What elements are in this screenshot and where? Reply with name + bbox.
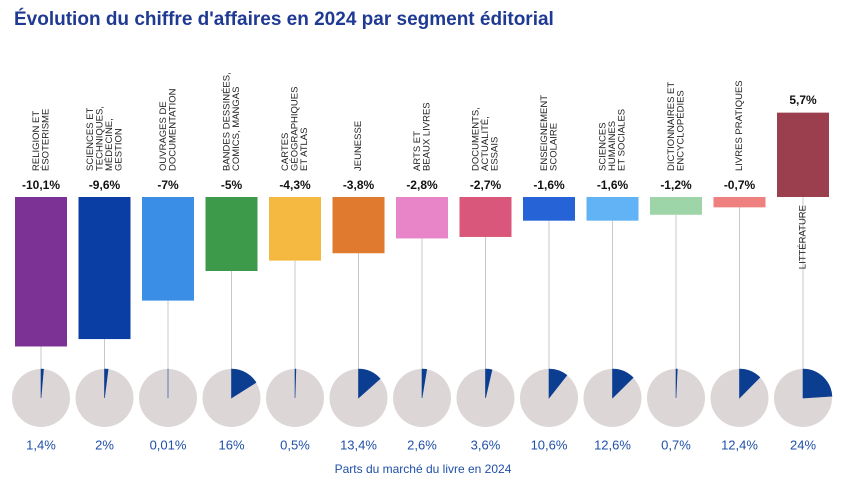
- value-label: -2,7%: [470, 178, 502, 192]
- category-label: ARTS ET: [412, 131, 423, 171]
- category-label: LIVRES PRATIQUES: [734, 80, 745, 171]
- bar: [332, 197, 385, 254]
- share-label: 12,6%: [594, 437, 631, 452]
- value-label: -0,7%: [724, 178, 756, 192]
- value-label: -5%: [221, 178, 243, 192]
- category-label: RELIGION ET: [31, 111, 42, 171]
- share-label: 0,5%: [280, 437, 310, 452]
- bar: [459, 197, 512, 237]
- bar: [269, 197, 321, 261]
- category-label: BEAUX LIVRES: [421, 102, 432, 171]
- pie-slice: [548, 368, 568, 399]
- share-label: 1,4%: [26, 437, 56, 452]
- share-label: 16%: [218, 437, 244, 452]
- category-label: DOCUMENTATION: [167, 88, 178, 171]
- value-label: -10,1%: [22, 178, 60, 192]
- category-label: TECHNIQUES,: [94, 106, 105, 171]
- value-label: 5,7%: [789, 93, 817, 107]
- category-label: HUMAINES: [607, 121, 618, 171]
- pie-slice: [231, 368, 257, 399]
- category-label: LITTÉRATURE: [798, 205, 809, 269]
- category-label: COMICS, MANGAS: [231, 87, 242, 171]
- share-label: 24%: [790, 437, 816, 452]
- category-label: DICTIONNAIRES ET: [666, 82, 677, 171]
- share-label: 13,4%: [340, 437, 377, 452]
- pie-slice: [421, 368, 428, 399]
- bar: [15, 197, 67, 347]
- category-label: GESTION: [113, 128, 124, 171]
- value-label: -1,6%: [597, 178, 629, 192]
- category-label: ET ATLAS: [299, 128, 310, 171]
- category-label: BANDES DESSINÉES,: [221, 72, 232, 171]
- category-label: SCOLAIRE: [548, 123, 559, 171]
- category-label: CARTES: [280, 133, 291, 171]
- pie-slice: [739, 368, 761, 399]
- bar: [205, 197, 258, 271]
- category-label: JEUNESSE: [353, 121, 364, 171]
- share-label: 10,6%: [531, 437, 568, 452]
- bar: [650, 197, 702, 215]
- pie-slice: [294, 368, 297, 399]
- category-label: SCIENCES: [598, 122, 609, 171]
- pie-slice: [485, 368, 493, 399]
- category-label: GÉOGRAPHIQUES: [290, 87, 301, 171]
- category-label: ESSAIS: [490, 137, 501, 171]
- share-label: 2%: [95, 437, 114, 452]
- pie-slice: [612, 368, 634, 399]
- bar: [777, 112, 829, 197]
- share-label: 0,7%: [661, 437, 691, 452]
- share-label: 2,6%: [407, 437, 437, 452]
- category-label: OUVRAGES DE: [158, 101, 169, 171]
- pie-slice: [40, 368, 44, 399]
- category-label: ET SOCIALES: [617, 109, 628, 171]
- value-label: -3,8%: [343, 178, 375, 192]
- shares-caption: Parts du marché du livre en 2024: [335, 462, 512, 476]
- value-label: -9,6%: [89, 178, 121, 192]
- category-label: MÉDECINE,: [104, 118, 115, 171]
- bar: [586, 197, 639, 221]
- bar: [78, 197, 131, 340]
- share-label: 0,01%: [150, 437, 187, 452]
- share-label: 12,4%: [721, 437, 758, 452]
- bar: [396, 197, 448, 239]
- value-label: -1,2%: [660, 178, 692, 192]
- category-label: ÉSOTERISME: [40, 109, 51, 171]
- category-label: DOCUMENTS,: [471, 107, 482, 171]
- value-label: -4,3%: [279, 178, 311, 192]
- category-label: SCIENCES ET: [85, 107, 96, 171]
- bar: [142, 197, 194, 301]
- pie-slice: [104, 368, 109, 399]
- category-label: ACTUALITÉ,: [480, 116, 491, 171]
- bar: [713, 197, 766, 208]
- bar: [523, 197, 575, 221]
- pie-slice: [802, 368, 833, 399]
- pie-slice: [675, 368, 678, 399]
- pie-slice: [358, 368, 381, 399]
- share-label: 3,6%: [471, 437, 501, 452]
- value-label: -2,8%: [406, 178, 438, 192]
- chart-title: Évolution du chiffre d'affaires en 2024 …: [14, 8, 554, 30]
- value-label: -7%: [157, 178, 179, 192]
- category-label: ENSEIGNEMENT: [539, 95, 550, 171]
- value-label: -1,6%: [533, 178, 565, 192]
- category-label: ENCYCLOPÉDIES: [675, 90, 686, 171]
